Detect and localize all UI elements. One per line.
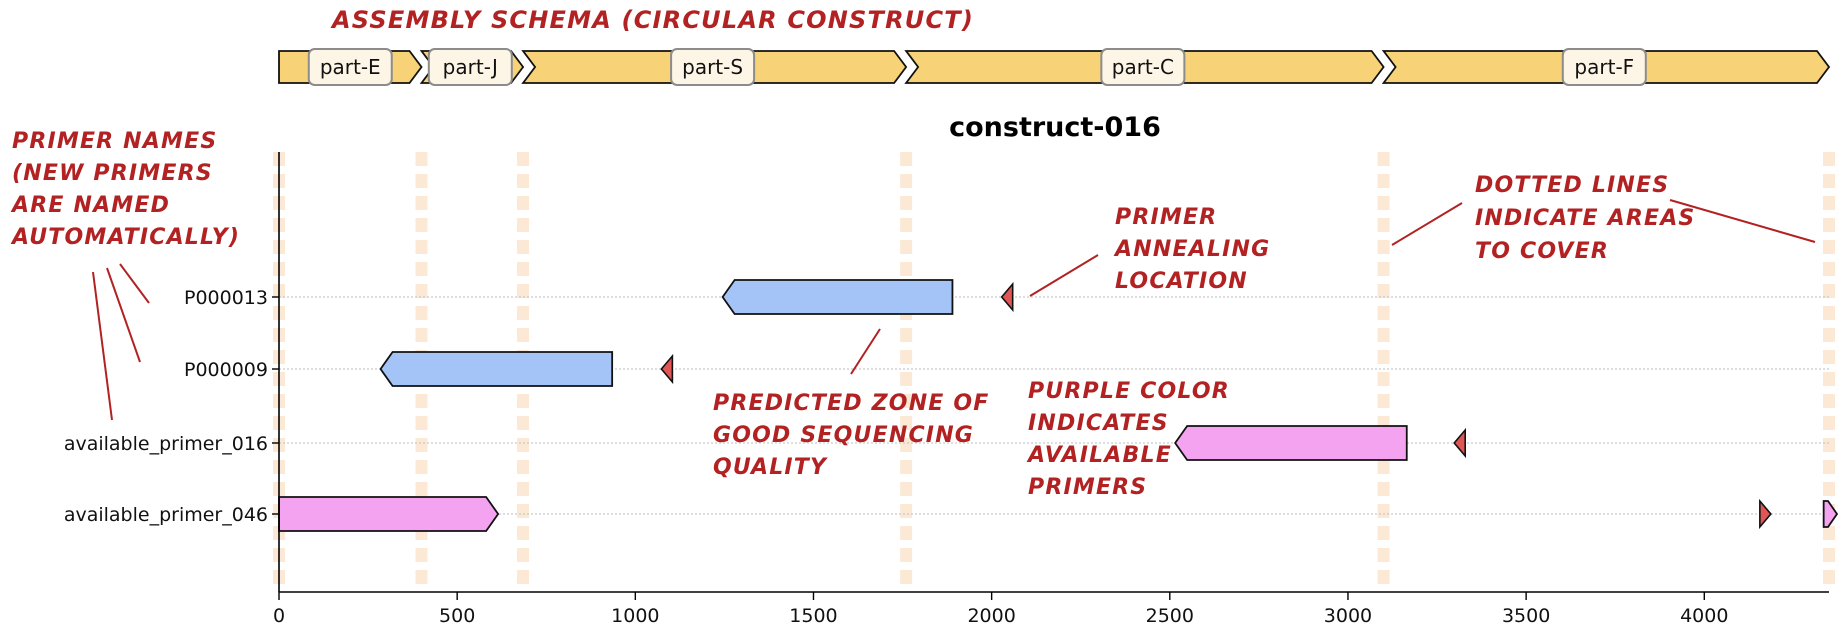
- x-axis-ticks: 0 500 1000 1500 2000 2500 3000 3500 4000: [273, 592, 1728, 627]
- sequencing-zone-wrap: [1822, 500, 1839, 528]
- part-label: part-S: [682, 55, 743, 79]
- part-label-box: [670, 48, 756, 86]
- part-label-box: [1561, 48, 1647, 86]
- annotation-line: ANNEALING: [1113, 237, 1270, 262]
- x-tick-label: 500: [439, 605, 475, 627]
- primer-label: P000009: [184, 359, 268, 381]
- annotation-line: TO COVER: [1475, 239, 1609, 264]
- x-tick-label: 4000: [1680, 605, 1728, 627]
- annotation-pointers: [92, 199, 1816, 421]
- annotation-line: PREDICTED ZONE OF: [713, 391, 990, 416]
- pointer-line: [1029, 254, 1099, 297]
- part-label-box: [307, 48, 393, 86]
- pointer-line: [119, 263, 150, 304]
- annotation-line: INDICATES: [1028, 411, 1169, 436]
- annotation-line: (NEW PRIMERS: [12, 161, 213, 186]
- pointer-line: [1391, 202, 1463, 246]
- x-tick-label: 0: [273, 605, 285, 627]
- sequencing-zone: [721, 279, 954, 315]
- annotation-dotted-lines: DOTTED LINES INDICATE AREAS TO COVER: [1475, 173, 1695, 264]
- chart-title: construct-016: [949, 112, 1161, 143]
- primer-label: available_primer_046: [64, 504, 268, 526]
- annealing-marker: [660, 353, 674, 385]
- x-tick-label: 1000: [611, 605, 659, 627]
- part-label: part-J: [443, 55, 498, 79]
- annotation-line: GOOD SEQUENCING: [713, 423, 974, 448]
- annealing-marker: [1759, 498, 1772, 530]
- sequencing-zones: [278, 279, 1839, 532]
- annotation-line: DOTTED LINES: [1475, 173, 1669, 198]
- annotation-line: PURPLE COLOR: [1028, 379, 1230, 404]
- primer-label: P000013: [184, 287, 268, 309]
- annotation-purple: PURPLE COLOR INDICATES AVAILABLE PRIMERS: [1026, 379, 1230, 500]
- annotation-line: INDICATE AREAS: [1475, 206, 1695, 231]
- annealing-marker: [1000, 281, 1014, 313]
- pointer-line: [92, 271, 113, 421]
- annotation-line: PRIMER: [1115, 205, 1217, 230]
- annealing-markers: [660, 281, 1772, 530]
- annotation-primer-names: PRIMER NAMES (NEW PRIMERS ARE NAMED AUTOMAT…: [10, 129, 240, 250]
- sequencing-zone: [1174, 425, 1408, 461]
- part-label: part-F: [1574, 55, 1634, 79]
- annotation-line: QUALITY: [713, 455, 828, 480]
- part-label-box: [1100, 48, 1186, 86]
- x-tick-label: 1500: [789, 605, 837, 627]
- x-tick-label: 3500: [1502, 605, 1550, 627]
- annealing-marker: [1453, 427, 1467, 459]
- annotation-line: PRIMERS: [1028, 475, 1147, 500]
- assembly-schema: part-E part-J part-S part-C part-F: [278, 48, 1831, 86]
- sequencing-zone: [379, 351, 614, 387]
- part-label-box: [427, 48, 513, 86]
- annotation-line: ARE NAMED: [10, 193, 170, 218]
- x-tick-label: 2000: [967, 605, 1015, 627]
- annotation-line: AUTOMATICALLY): [10, 225, 240, 250]
- annotation-line: AVAILABLE: [1026, 443, 1172, 468]
- annotation-annealing: PRIMER ANNEALING LOCATION: [1113, 205, 1270, 294]
- pointer-line: [1669, 199, 1816, 243]
- primer-labels: P000013 P000009 available_primer_016availa…: [64, 287, 279, 526]
- primer-label: available_primer_016: [64, 433, 268, 455]
- pointer-line: [850, 328, 881, 375]
- annotation-zone: PREDICTED ZONE OF GOOD SEQUENCING QUALITY: [713, 391, 990, 480]
- annotation-line: PRIMER NAMES: [12, 129, 217, 154]
- x-tick-label: 3000: [1324, 605, 1372, 627]
- schema-title: ASSEMBLY SCHEMA (CIRCULAR CONSTRUCT): [330, 6, 974, 34]
- pointer-line: [106, 267, 141, 363]
- annotation-line: LOCATION: [1115, 269, 1248, 294]
- x-tick-label: 2500: [1146, 605, 1194, 627]
- sequencing-zone: [278, 496, 500, 532]
- part-label: part-C: [1112, 55, 1174, 79]
- part-label: part-E: [320, 55, 381, 79]
